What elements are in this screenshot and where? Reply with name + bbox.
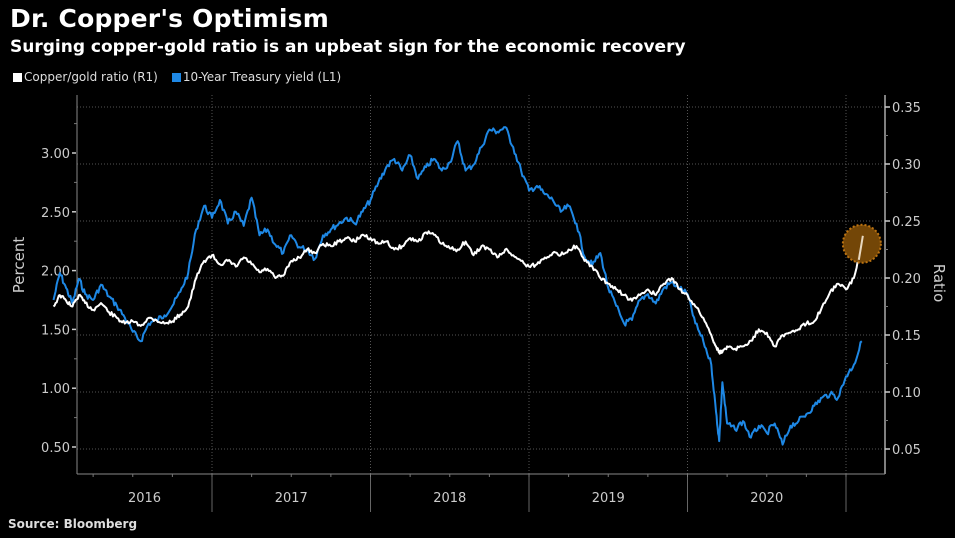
right-tick-label: 0.05 — [892, 443, 921, 458]
left-tick-label: 2.00 — [41, 265, 70, 280]
x-tick-label: 2020 — [750, 491, 783, 506]
right-tick-label: 0.15 — [892, 329, 921, 344]
left-tick-label: 3.00 — [41, 147, 70, 162]
legend-label-treasury-yield: 10-Year Treasury yield (L1) — [182, 70, 342, 84]
source-note: Source: Bloomberg — [8, 517, 138, 531]
x-axis-ticks: 2016 2017 2018 2019 2020 — [92, 474, 847, 506]
right-tick-label: 0.35 — [892, 101, 921, 116]
copper-gold-ratio-line — [52, 230, 863, 355]
right-tick-label: 0.25 — [892, 215, 921, 230]
left-tick-label: 0.50 — [41, 441, 70, 456]
series-lines — [52, 126, 863, 446]
legend-item-treasury-yield: 10-Year Treasury yield (L1) — [171, 70, 342, 84]
left-axis-title: Percent — [10, 237, 28, 294]
chart-title: Dr. Copper's Optimism — [10, 4, 329, 33]
legend-item-copper-gold: Copper/gold ratio (R1) — [13, 70, 158, 84]
right-tick-label: 0.20 — [892, 272, 921, 287]
gridlines — [77, 106, 885, 450]
right-tick-label: 0.10 — [892, 386, 921, 401]
x-tick-label: 2019 — [592, 491, 625, 506]
legend: Copper/gold ratio (R1) 10-Year Treasury … — [13, 70, 351, 84]
right-axis-ticks: 0.05 0.10 0.15 0.20 0.25 0.30 0.35 — [885, 101, 921, 458]
legend-label-copper-gold: Copper/gold ratio (R1) — [24, 70, 158, 84]
x-tick-label: 2017 — [275, 491, 308, 506]
treasury-yield-line — [52, 126, 863, 446]
legend-swatch-copper-gold — [13, 72, 22, 82]
chart-subtitle: Surging copper-gold ratio is an upbeat s… — [10, 37, 686, 57]
right-tick-label: 0.30 — [892, 158, 921, 173]
left-tick-label: 2.50 — [41, 206, 70, 221]
legend-swatch-treasury-yield — [171, 72, 181, 82]
left-tick-label: 1.50 — [41, 323, 70, 338]
axes — [76, 95, 886, 475]
right-axis-title: Ratio — [930, 264, 948, 303]
x-tick-label: 2016 — [128, 491, 161, 506]
year-separators — [211, 95, 847, 512]
left-axis-ticks: 0.50 1.00 1.50 2.00 2.50 3.00 — [41, 123, 77, 456]
x-tick-label: 2018 — [433, 491, 466, 506]
annotations — [841, 223, 882, 264]
left-tick-label: 1.00 — [41, 382, 70, 397]
highlight-line-tip — [857, 235, 864, 260]
